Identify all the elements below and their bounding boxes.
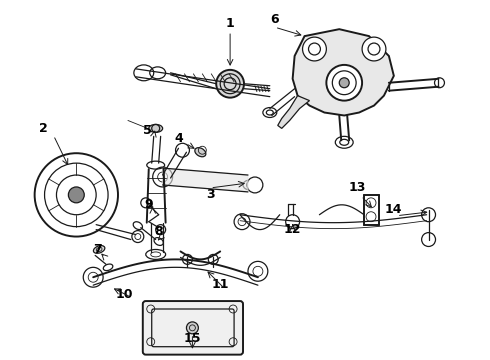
Circle shape bbox=[175, 143, 190, 157]
Polygon shape bbox=[293, 29, 394, 116]
Polygon shape bbox=[278, 96, 310, 129]
Circle shape bbox=[339, 78, 349, 88]
Circle shape bbox=[421, 208, 436, 222]
Text: 10: 10 bbox=[115, 288, 133, 301]
Text: 9: 9 bbox=[145, 198, 153, 211]
Circle shape bbox=[187, 322, 198, 334]
Circle shape bbox=[83, 267, 103, 287]
Text: 1: 1 bbox=[226, 17, 235, 30]
Text: 5: 5 bbox=[144, 124, 152, 137]
Circle shape bbox=[69, 187, 84, 203]
Text: 8: 8 bbox=[154, 225, 163, 238]
Circle shape bbox=[216, 70, 244, 98]
Circle shape bbox=[362, 37, 386, 61]
Polygon shape bbox=[163, 168, 248, 192]
Ellipse shape bbox=[94, 246, 105, 253]
Text: 13: 13 bbox=[348, 181, 366, 194]
Text: 2: 2 bbox=[39, 122, 48, 135]
Circle shape bbox=[302, 37, 326, 61]
Ellipse shape bbox=[149, 125, 163, 132]
Ellipse shape bbox=[195, 148, 206, 157]
Circle shape bbox=[421, 233, 436, 247]
Text: 7: 7 bbox=[93, 243, 101, 256]
Text: 14: 14 bbox=[384, 203, 402, 216]
Circle shape bbox=[247, 177, 263, 193]
Circle shape bbox=[286, 215, 299, 229]
Text: 12: 12 bbox=[284, 223, 301, 236]
Circle shape bbox=[326, 65, 362, 100]
Text: 15: 15 bbox=[184, 332, 201, 345]
Circle shape bbox=[248, 261, 268, 281]
Text: 3: 3 bbox=[206, 188, 215, 201]
Text: 4: 4 bbox=[174, 132, 183, 145]
Text: 6: 6 bbox=[270, 13, 279, 26]
Circle shape bbox=[234, 214, 250, 230]
FancyBboxPatch shape bbox=[143, 301, 243, 355]
Text: 11: 11 bbox=[212, 278, 229, 291]
